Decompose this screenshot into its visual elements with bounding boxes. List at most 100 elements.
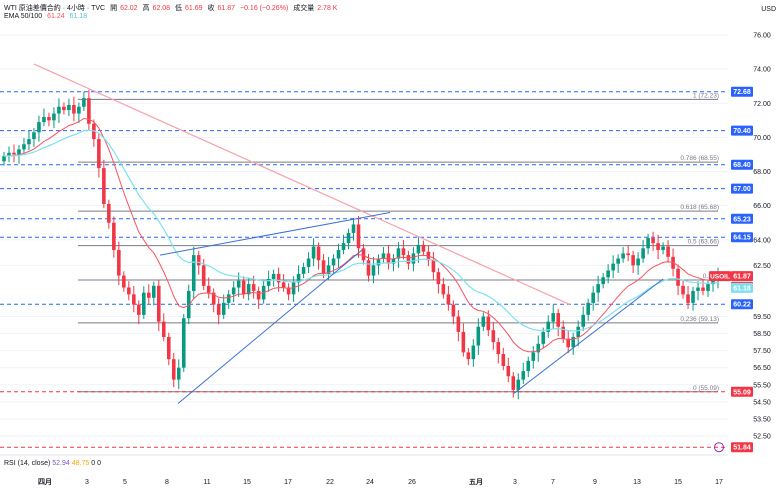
candle-body bbox=[112, 222, 116, 250]
candle-body bbox=[451, 304, 456, 317]
candle-body bbox=[171, 359, 176, 380]
candle-body bbox=[496, 342, 501, 355]
candle-body bbox=[146, 292, 151, 298]
candle-body bbox=[2, 156, 6, 162]
close-value: 61.87 bbox=[217, 5, 236, 12]
candle-body bbox=[236, 280, 241, 288]
y-tick-label: 59.50 bbox=[753, 314, 771, 321]
candle-body bbox=[221, 302, 226, 315]
candle-body bbox=[351, 224, 356, 233]
candle-body bbox=[176, 367, 181, 380]
candle-body bbox=[401, 248, 406, 256]
y-tick-label: 64.00 bbox=[753, 237, 771, 244]
candle-body bbox=[216, 304, 221, 315]
candle-body bbox=[546, 321, 551, 332]
candle-body bbox=[57, 106, 61, 114]
ema50-value: 61.24 bbox=[47, 13, 65, 20]
fib-level-label: 0.236 (59.13) bbox=[680, 316, 719, 323]
candle-body bbox=[306, 258, 311, 268]
candle-body bbox=[67, 105, 71, 111]
price-label-box bbox=[731, 271, 753, 282]
rsi-label: RSI (14, close) bbox=[4, 460, 51, 467]
price-label-box bbox=[731, 183, 753, 194]
price-label-box bbox=[731, 442, 753, 453]
candle-body bbox=[616, 258, 620, 264]
candle-body bbox=[276, 273, 281, 283]
high-label: 高 bbox=[142, 5, 150, 12]
x-tick-label: 7 bbox=[551, 479, 555, 486]
candle-body bbox=[331, 258, 336, 266]
candle-body bbox=[691, 290, 695, 303]
x-tick-label: 17 bbox=[715, 479, 723, 486]
candle-body bbox=[156, 285, 161, 322]
candle-body bbox=[476, 326, 481, 346]
candle-body bbox=[586, 302, 590, 315]
y-tick-label: 76.00 bbox=[753, 33, 771, 40]
x-tick-label: 五月 bbox=[469, 478, 483, 486]
candle-body bbox=[7, 152, 11, 157]
candle-body bbox=[406, 255, 411, 264]
fib-level-label: 0.786 (68.55) bbox=[680, 155, 719, 162]
candle-body bbox=[541, 331, 546, 344]
symbol-line: WTI 原油差價合約 · 4小時 · TVC bbox=[4, 5, 106, 12]
candle-body bbox=[206, 285, 211, 293]
candle-body bbox=[281, 282, 286, 288]
candle-body bbox=[166, 337, 171, 360]
price-label: 64.15 bbox=[733, 235, 751, 242]
candle-body bbox=[77, 106, 81, 114]
candle-body bbox=[561, 326, 566, 339]
price-label-box bbox=[731, 386, 753, 397]
alert-icon bbox=[714, 442, 724, 453]
candle-body bbox=[107, 203, 111, 223]
low-label: 低 bbox=[175, 5, 183, 12]
rsi-value-4: 0 bbox=[97, 460, 101, 467]
price-label: 60.22 bbox=[733, 302, 751, 309]
x-tick-label: 9 bbox=[593, 479, 597, 486]
candle-body bbox=[681, 285, 685, 295]
x-tick-label: 15 bbox=[243, 479, 251, 486]
candle-body bbox=[646, 238, 650, 249]
rsi-value-1: 52.94 bbox=[52, 460, 70, 467]
candle-body bbox=[466, 352, 471, 360]
x-tick-label: 17 bbox=[284, 479, 292, 486]
candle-body bbox=[266, 279, 271, 286]
downtrend-line bbox=[33, 63, 571, 306]
candle-body bbox=[72, 105, 76, 114]
x-tick-label: 13 bbox=[633, 479, 641, 486]
candle-body bbox=[32, 132, 36, 140]
candle-body bbox=[631, 255, 635, 266]
candle-body bbox=[436, 272, 441, 285]
candle-body bbox=[311, 246, 316, 259]
candle-body bbox=[511, 376, 516, 390]
open-label: 開 bbox=[110, 5, 118, 12]
candle-body bbox=[686, 294, 690, 303]
price-label-box bbox=[731, 282, 753, 293]
price-label-box bbox=[731, 232, 753, 243]
candle-body bbox=[87, 98, 91, 124]
rsi-legend: RSI (14, close) 52.94 48.75 0 0 bbox=[4, 460, 101, 467]
candle-body bbox=[321, 260, 326, 274]
candle-body bbox=[246, 284, 251, 295]
candle-body bbox=[591, 292, 595, 303]
candle-body bbox=[526, 360, 531, 372]
y-tick-label: 55.50 bbox=[753, 382, 771, 389]
y-tick-label: 68.00 bbox=[753, 169, 771, 176]
candle-body bbox=[181, 318, 186, 368]
candle-body bbox=[626, 253, 630, 256]
x-tick-label: 24 bbox=[366, 479, 374, 486]
candle-body bbox=[286, 287, 291, 295]
candle-body bbox=[446, 294, 451, 305]
x-tick-label: 15 bbox=[674, 479, 682, 486]
candle-body bbox=[461, 331, 466, 353]
candle-body bbox=[571, 337, 576, 348]
y-tick-label: 70.00 bbox=[753, 135, 771, 142]
symbol-tag-box bbox=[709, 271, 731, 282]
candle-body bbox=[12, 152, 16, 155]
candle-body bbox=[231, 287, 236, 295]
y-tick-label: 53.50 bbox=[753, 416, 771, 423]
x-tick-label: 8 bbox=[165, 479, 169, 486]
candle-body bbox=[661, 246, 665, 250]
candle-body bbox=[701, 287, 705, 291]
candle-body bbox=[271, 273, 276, 279]
